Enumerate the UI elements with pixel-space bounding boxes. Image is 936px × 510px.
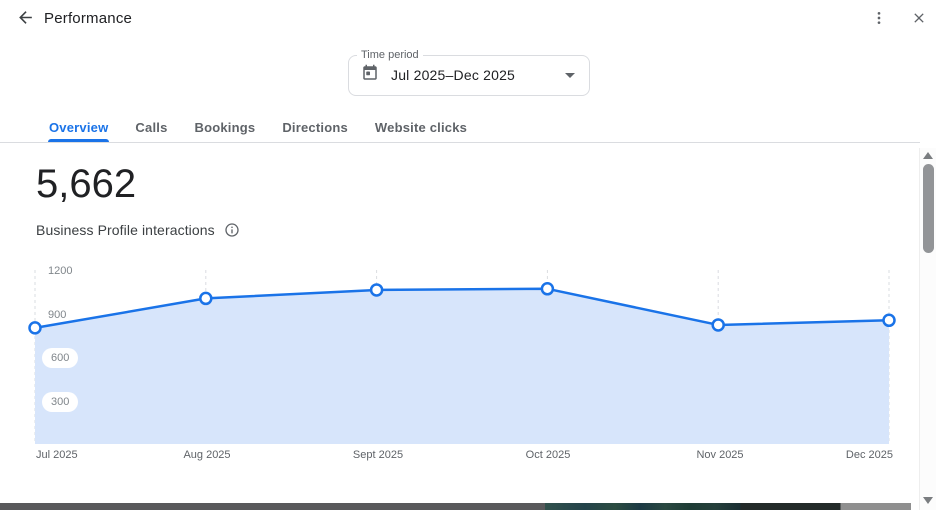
data-point[interactable] — [711, 318, 725, 332]
scrollbar-thumb[interactable] — [922, 164, 934, 253]
kebab-menu-icon — [871, 10, 887, 29]
x-axis-label: Oct 2025 — [525, 449, 571, 461]
metric-label-row: Business Profile interactions — [36, 222, 240, 238]
background-window-edge — [0, 503, 911, 510]
header: Performance — [0, 0, 936, 38]
metric-tabs: Overview Calls Bookings Directions Websi… — [48, 112, 468, 142]
close-button[interactable] — [906, 6, 932, 32]
overflow-menu-button[interactable] — [866, 6, 892, 32]
calendar-icon — [361, 64, 379, 87]
x-axis-label: Sept 2025 — [352, 449, 404, 461]
scroll-up-icon[interactable] — [923, 152, 933, 159]
data-point[interactable] — [540, 282, 555, 296]
data-point[interactable] — [369, 283, 384, 297]
y-axis-tick: 900 — [48, 309, 67, 321]
interactions-chart[interactable] — [0, 255, 936, 455]
x-axis-label: Dec 2025 — [845, 449, 893, 461]
close-icon — [911, 10, 927, 29]
back-button[interactable] — [12, 6, 38, 32]
page-title: Performance — [44, 10, 133, 27]
tab-overview[interactable]: Overview — [48, 112, 110, 142]
x-axis-label: Jul 2025 — [36, 449, 78, 461]
data-point[interactable] — [199, 291, 213, 306]
data-point[interactable] — [28, 321, 42, 335]
tab-calls[interactable]: Calls — [135, 119, 168, 135]
x-axis-label: Nov 2025 — [696, 449, 744, 461]
x-axis-label: Aug 2025 — [183, 449, 231, 461]
tab-bookings[interactable]: Bookings — [194, 119, 256, 135]
y-axis-tick: 600 — [42, 348, 79, 368]
y-axis-tick: 1200 — [48, 265, 73, 277]
y-axis-tick: 300 — [42, 392, 79, 412]
tab-directions[interactable]: Directions — [282, 119, 348, 135]
chart-area-fill — [35, 288, 889, 444]
time-period-label: Time period — [361, 49, 419, 61]
tab-website-clicks[interactable]: Website clicks — [374, 119, 468, 135]
chart-line — [33, 287, 891, 330]
time-period-field[interactable]: Time period Jul 2025–Dec 2025 — [348, 49, 590, 96]
interactions-total: 5,662 — [36, 162, 137, 206]
vertical-scrollbar[interactable] — [919, 148, 936, 510]
scroll-down-icon[interactable] — [923, 497, 933, 504]
time-period-value: Jul 2025–Dec 2025 — [391, 67, 516, 83]
data-point[interactable] — [882, 313, 896, 328]
chevron-down-icon — [565, 72, 575, 78]
info-icon[interactable] — [224, 222, 240, 238]
time-period-trigger[interactable]: Jul 2025–Dec 2025 — [349, 61, 589, 91]
back-arrow-icon — [16, 8, 35, 30]
tabs-divider — [0, 142, 920, 143]
metric-label: Business Profile interactions — [36, 222, 215, 238]
